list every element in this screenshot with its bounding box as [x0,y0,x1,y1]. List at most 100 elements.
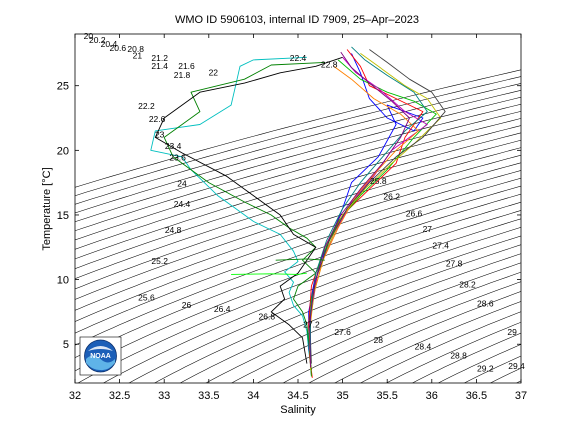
density-contour-line [75,193,521,358]
y-tick-label: 20 [57,145,69,157]
density-contour-line [75,177,521,334]
density-contour-label: 28.4 [415,341,432,351]
density-contour-line [77,210,521,383]
profile-line [309,51,410,368]
density-contour-line [154,235,521,383]
density-contour-line [282,281,521,383]
x-tick-label: 35 [336,390,348,402]
density-contour-label: 24.4 [174,199,191,209]
x-tick-label: 36 [426,390,438,402]
x-axis-label: Salinity [280,404,316,416]
density-contour-line [75,162,521,311]
density-contour-label: 25.8 [370,176,387,186]
density-contours [75,69,521,383]
density-contour-label: 27.8 [446,259,463,269]
profile-line [308,49,424,378]
svg-text:NOAA: NOAA [90,353,111,360]
density-contour-line [75,132,521,269]
density-contour-line [308,291,521,383]
density-contour-label: 24 [177,179,187,189]
density-contour-label: 29.2 [477,363,494,373]
density-contour-label: 27.2 [303,319,320,329]
density-contour-label: 22.2 [138,101,155,111]
x-tick-label: 37 [515,390,527,402]
density-contour-label: 22.8 [321,60,338,70]
profile-line [310,46,428,358]
density-contour-line [256,271,521,383]
density-contour-line [75,139,521,279]
profile-line [150,56,312,371]
noaa-logo: NOAA [79,336,122,376]
density-contour-line [75,103,521,232]
density-contour-label: 22.4 [290,53,307,63]
density-contour-label: 26 [182,300,192,310]
density-contour-line [334,301,521,383]
density-contour-line [179,244,521,383]
profile-line [309,65,419,338]
profile-line [308,59,437,377]
x-tick-label: 34 [247,390,259,402]
density-contour-label: 25.2 [151,256,168,266]
density-contour-line [75,76,521,197]
density-contour-label: 20.8 [127,44,144,54]
density-contour-label: 26.6 [406,208,423,218]
x-tick-label: 33.5 [198,390,219,402]
density-contour-line [231,262,521,383]
density-contour-label: 28.2 [459,279,476,289]
density-contour-label: 27.4 [432,241,449,251]
density-contour-label: 26.4 [214,304,231,314]
density-contour-label: 28 [374,335,384,345]
density-contour-label: 22 [209,67,219,77]
density-contour-label: 20 [84,31,94,41]
density-contour-line [359,311,521,383]
density-contour-line [205,253,521,383]
density-contour-label: 23 [155,129,165,139]
y-tick-label: 15 [57,210,69,222]
density-contour-label: 25.6 [138,292,155,302]
density-contour-line [128,227,521,383]
profile-line [154,56,343,364]
density-contour-line [385,321,521,383]
density-contour-label: 20.6 [110,43,127,53]
y-axis-label: Temperature [°C] [41,167,53,250]
density-contour-label: 22.6 [149,114,166,124]
chart-title: WMO ID 5906103, internal ID 7909, 25–Apr… [175,14,419,26]
density-contour-label: 26.8 [259,312,276,322]
profile-line [308,53,424,376]
density-contour-label: 29 [507,327,517,337]
density-contour-label: 20.2 [89,35,106,45]
density-contour-line [75,147,521,290]
density-contour-label: 29.4 [508,361,525,371]
density-contour-line [75,118,521,250]
density-contour-label: 27.6 [334,327,351,337]
density-contour-line [75,170,521,322]
x-tick-label: 32.5 [109,390,130,402]
density-contour-line [75,111,521,241]
density-contour-label: 20.4 [101,39,118,49]
x-tick-label: 34.5 [287,390,308,402]
density-contour-line [75,83,521,205]
x-tick-label: 33 [158,390,170,402]
density-contour-label: 23.6 [169,153,186,163]
density-contour-label: 26.2 [383,192,400,202]
density-contour-label: 21.4 [151,61,168,71]
density-contour-label: 27 [423,224,433,234]
profile-series [150,46,446,378]
profile-line [231,272,307,275]
density-contour-label: 23.4 [165,141,182,151]
y-tick-label: 25 [57,81,69,93]
density-contour-line [75,96,521,223]
x-axis-ticks: 32 32.5 33 33.5 34 34.5 35 35.5 36 36.5 37 [69,34,527,402]
y-axis-ticks: 5 10 15 20 25 [57,81,521,351]
density-contour-label: 28.6 [477,299,494,309]
density-contour-label: 28.8 [450,350,467,360]
density-contour-label: 21.2 [151,53,168,63]
density-contour-line [75,201,521,372]
density-contour-label: 24.8 [165,225,182,235]
x-tick-label: 35.5 [376,390,397,402]
x-tick-label: 32 [69,390,81,402]
density-contour-label: 21.6 [178,61,195,71]
density-contour-line [75,90,521,214]
